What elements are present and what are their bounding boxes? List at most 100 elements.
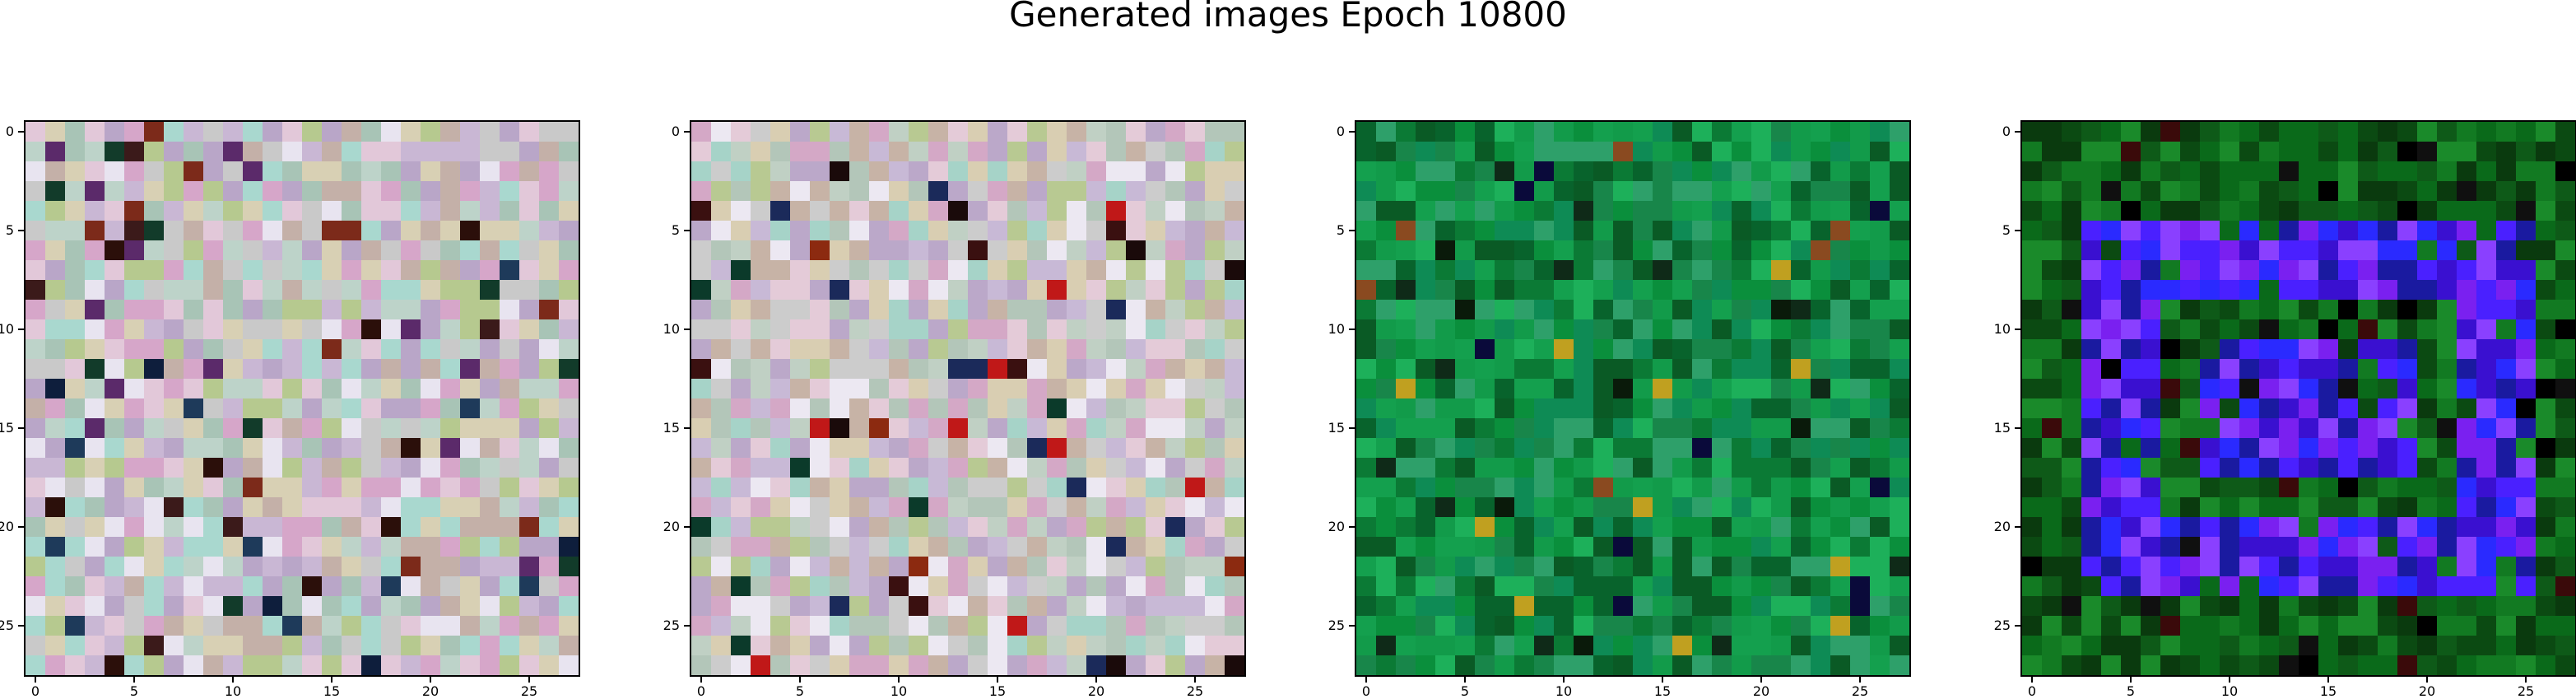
- pixel-cell: [948, 161, 969, 182]
- pixel-cell: [1495, 458, 1515, 478]
- pixel-cell: [1047, 240, 1067, 261]
- pixel-cell: [1165, 260, 1186, 281]
- pixel-cell: [711, 221, 732, 241]
- pixel-cell: [480, 240, 500, 261]
- pixel-cell: [1890, 260, 1909, 281]
- pixel-cell: [2536, 319, 2556, 340]
- pixel-cell: [2259, 478, 2280, 498]
- pixel-cell: [1376, 142, 1397, 162]
- pixel-cell: [988, 616, 1008, 636]
- pixel-cell: [928, 616, 949, 636]
- pixel-cell: [1791, 418, 1811, 439]
- pixel-cell: [421, 636, 441, 656]
- y-tick-label: 20: [1328, 519, 1345, 534]
- pixel-cell: [1672, 280, 1693, 301]
- pixel-cell: [1086, 517, 1107, 538]
- pixel-cell: [948, 398, 969, 419]
- pixel-cell: [2318, 497, 2339, 518]
- pixel-cell: [1047, 359, 1067, 380]
- pixel-cell: [2239, 260, 2260, 281]
- pixel-cell: [2457, 181, 2477, 202]
- pixel-cell: [909, 557, 929, 577]
- pixel-cell: [2476, 300, 2497, 320]
- pixel-cell: [440, 478, 461, 498]
- pixel-cell: [1146, 398, 1166, 419]
- pixel-cell: [909, 122, 929, 142]
- pixel-cell: [381, 596, 402, 617]
- pixel-cell: [1416, 497, 1436, 518]
- pixel-cell: [1185, 142, 1206, 162]
- pixel-cell: [928, 478, 949, 498]
- pixel-cell: [1850, 300, 1871, 320]
- pixel-cell: [2457, 398, 2477, 419]
- pixel-cell: [1126, 280, 1146, 301]
- pixel-cell: [830, 537, 850, 557]
- pixel-cell: [559, 438, 579, 459]
- pixel-cell: [539, 379, 560, 399]
- pixel-cell: [1356, 339, 1377, 360]
- pixel-cell: [2259, 596, 2280, 617]
- pixel-cell: [790, 517, 811, 538]
- pixel-cell: [2062, 300, 2082, 320]
- pixel-cell: [1534, 359, 1555, 380]
- pixel-cell: [1751, 478, 1772, 498]
- pixel-cell: [2299, 359, 2319, 380]
- pixel-cell: [988, 557, 1008, 577]
- pixel-cell: [124, 497, 145, 518]
- pixel-cell: [1027, 478, 1048, 498]
- pixel-cell: [2160, 122, 2181, 142]
- pixel-cell: [869, 221, 890, 241]
- pixel-cell: [164, 339, 184, 360]
- pixel-cell: [85, 161, 105, 182]
- pixel-cell: [500, 616, 520, 636]
- pixel-cell: [770, 636, 791, 656]
- pixel-cell: [2378, 458, 2398, 478]
- pixel-cell: [968, 438, 988, 459]
- pixel-cell: [500, 221, 520, 241]
- pixel-cell: [2239, 181, 2260, 202]
- pixel-cell: [2279, 517, 2299, 538]
- pixel-cell: [1732, 517, 1752, 538]
- pixel-cell: [282, 458, 303, 478]
- pixel-cell: [2042, 280, 2062, 301]
- pixel-cell: [1692, 142, 1713, 162]
- pixel-cell: [2358, 616, 2378, 636]
- pixel-cell: [1027, 398, 1048, 419]
- pixel-cell: [2437, 142, 2457, 162]
- pixel-cell: [1495, 280, 1515, 301]
- pixel-cell: [2338, 201, 2359, 221]
- pixel-cell: [968, 319, 988, 340]
- pixel-cell: [1732, 300, 1752, 320]
- pixel-cell: [968, 161, 988, 182]
- pixel-cell: [1574, 122, 1594, 142]
- pixel-cell: [1692, 636, 1713, 656]
- pixel-cell: [440, 201, 461, 221]
- pixel-cell: [830, 438, 850, 459]
- pixel-cell: [124, 398, 145, 419]
- pixel-cell: [184, 655, 204, 675]
- pixel-cell: [1376, 418, 1397, 439]
- pixel-cell: [1712, 300, 1732, 320]
- pixel-cell: [559, 300, 579, 320]
- pixel-cell: [2141, 319, 2161, 340]
- pixel-cell: [1534, 221, 1555, 241]
- pixel-cell: [2457, 161, 2477, 182]
- pixel-cell: [2417, 359, 2438, 380]
- pixel-cell: [1126, 260, 1146, 281]
- pixel-cell: [968, 280, 988, 301]
- pixel-cell: [2259, 379, 2280, 399]
- pixel-cell: [1534, 260, 1555, 281]
- pixel-cell: [1791, 181, 1811, 202]
- pixel-cell: [322, 616, 342, 636]
- pixel-cell: [2062, 596, 2082, 617]
- pixel-cell: [2121, 359, 2141, 380]
- pixel-cell: [1732, 379, 1752, 399]
- pixel-cell: [1435, 379, 1456, 399]
- pixel-cell: [770, 181, 791, 202]
- pixel-cell: [519, 379, 540, 399]
- pixel-cell: [282, 418, 303, 439]
- pixel-cell: [2081, 260, 2102, 281]
- pixel-cell: [203, 339, 224, 360]
- pixel-cell: [1165, 557, 1186, 577]
- pixel-cell: [2081, 379, 2102, 399]
